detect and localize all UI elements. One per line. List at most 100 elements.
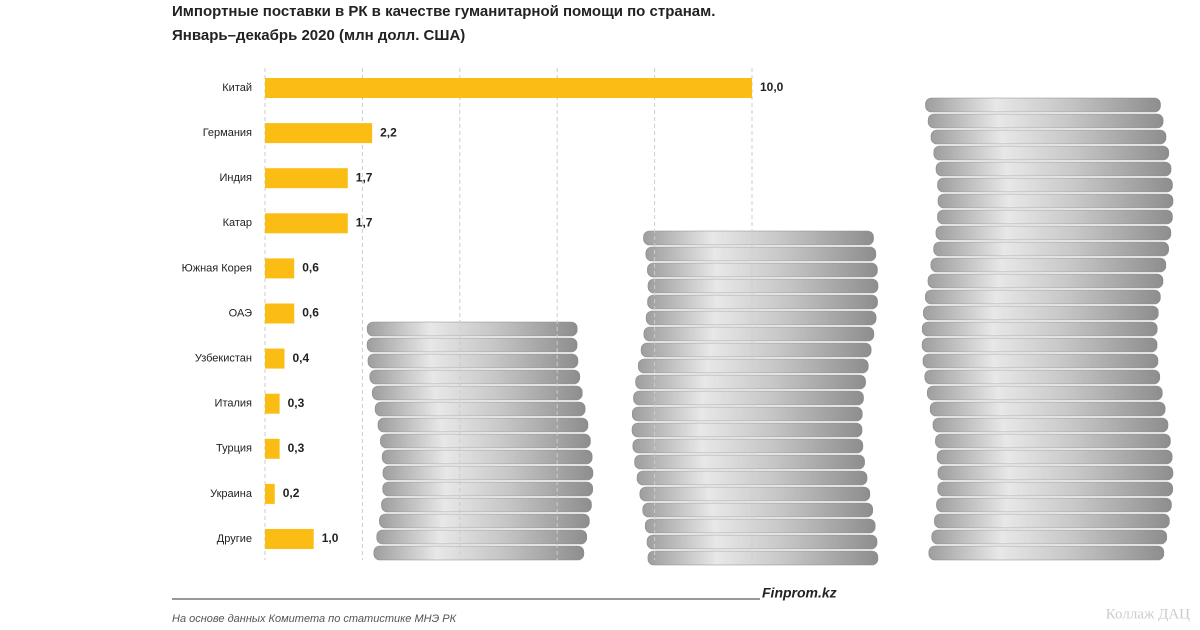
coin [376, 529, 588, 545]
y-tick-label: ОАЭ [229, 307, 252, 319]
coin [932, 417, 1169, 433]
coin [930, 129, 1167, 145]
value-label: 1,7 [356, 170, 373, 184]
coin [925, 289, 1161, 305]
coin [921, 321, 1158, 337]
coin [922, 353, 1159, 369]
coin [632, 438, 864, 454]
coin [631, 422, 863, 438]
coin [640, 342, 872, 358]
chart-title: Импортные поставки в РК в качестве гуман… [172, 3, 715, 20]
coin [637, 358, 869, 374]
value-label: 0,2 [283, 486, 300, 500]
coin [937, 177, 1173, 193]
coin [937, 481, 1174, 497]
coin [925, 97, 1161, 113]
coin [647, 278, 879, 294]
coin [646, 534, 878, 550]
coin [928, 545, 1165, 561]
coin [639, 486, 871, 502]
y-tick-label: Китай [222, 82, 252, 94]
bar [265, 213, 348, 234]
coin [935, 225, 1172, 241]
coin [380, 433, 591, 449]
bar [265, 258, 295, 279]
coin [644, 518, 876, 534]
y-tick-label: Узбекистан [195, 353, 252, 365]
coin [937, 465, 1174, 481]
coin [636, 470, 868, 486]
coin [936, 497, 1172, 513]
coin [923, 305, 1159, 321]
coin [927, 273, 1164, 289]
value-label: 0,3 [288, 441, 305, 455]
coin [369, 369, 581, 385]
coin [642, 502, 874, 518]
bar [265, 303, 295, 324]
coin [366, 337, 578, 353]
bar [265, 529, 314, 549]
y-tick-label: Германия [203, 127, 252, 139]
coin [921, 337, 1158, 353]
coin [373, 545, 585, 561]
coin [643, 326, 875, 342]
value-label: 0,6 [302, 306, 319, 320]
coin [924, 369, 1161, 385]
coin [936, 449, 1173, 465]
value-label: 2,2 [380, 125, 397, 139]
coin [643, 230, 874, 246]
value-label: 0,4 [292, 351, 309, 365]
coin [927, 113, 1164, 129]
coin [931, 529, 1168, 545]
coin [930, 257, 1167, 273]
coin [377, 417, 589, 433]
bar [265, 483, 275, 504]
value-label: 0,3 [288, 396, 305, 410]
coin [933, 145, 1170, 161]
coin-photo [366, 97, 1174, 566]
value-label: 1,7 [356, 215, 373, 229]
bar [265, 168, 348, 189]
coin [367, 353, 579, 369]
value-label: 10,0 [760, 80, 784, 94]
coin [366, 321, 578, 337]
coin [382, 465, 594, 481]
y-tick-label: Другие [217, 533, 252, 545]
coin [926, 385, 1163, 401]
bar [265, 123, 373, 144]
y-tick-label: Южная Корея [182, 262, 252, 274]
y-tick-label: Индия [219, 172, 252, 184]
coin [374, 401, 586, 417]
y-tick-label: Италия [215, 398, 253, 410]
y-tick-label: Катар [223, 217, 252, 229]
coin [934, 513, 1170, 529]
coin [933, 241, 1169, 257]
coin [371, 385, 583, 401]
chart-subtitle: Январь–декабрь 2020 (млн долл. США) [172, 27, 465, 44]
coin [935, 433, 1171, 449]
coin [381, 449, 593, 465]
value-label: 0,6 [302, 261, 319, 275]
coin [647, 294, 878, 310]
y-tick-label: Украина [210, 488, 253, 500]
coin [937, 209, 1173, 225]
source: Finprom.kz [762, 585, 837, 601]
y-tick-label: Турция [216, 443, 252, 455]
bar [265, 78, 752, 98]
coin [645, 310, 877, 326]
coin [937, 193, 1174, 209]
bar [265, 393, 280, 414]
coin [935, 161, 1172, 177]
coin [929, 401, 1166, 417]
bar [265, 438, 280, 459]
watermark: Коллаж ДАЦ [1106, 606, 1190, 622]
coin [645, 246, 877, 262]
value-label: 1,0 [322, 531, 339, 545]
coin [379, 513, 590, 529]
coin [381, 497, 592, 513]
coin [634, 454, 865, 470]
bar [265, 348, 285, 369]
coin [382, 481, 594, 497]
coin [631, 406, 863, 422]
